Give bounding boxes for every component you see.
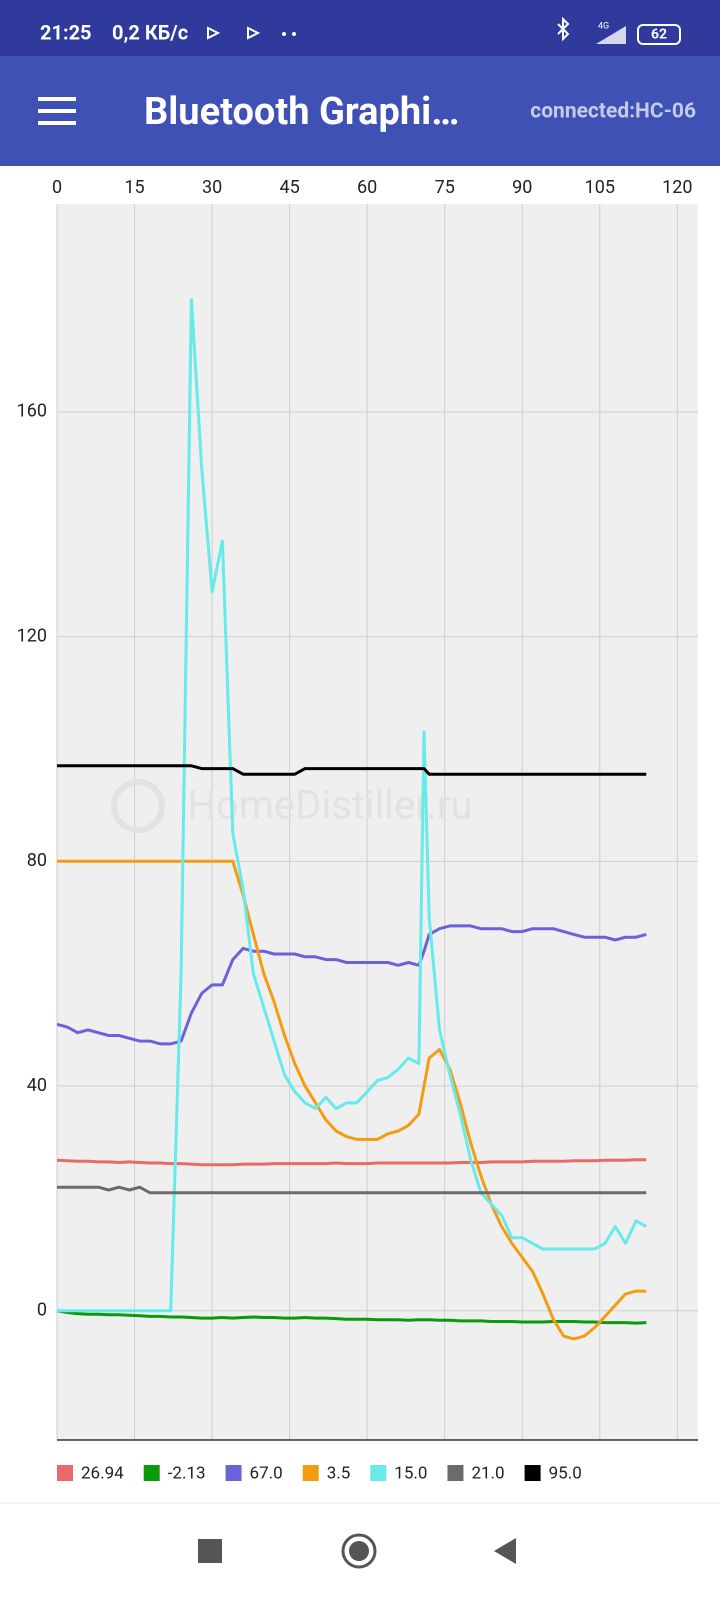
series-line	[56, 1309, 647, 1325]
x-tick-label: 105	[585, 177, 615, 198]
bluetooth-icon	[557, 16, 570, 42]
legend-label: 26.94	[81, 1463, 124, 1483]
legend-swatch	[225, 1465, 242, 1481]
legend-swatch	[143, 1465, 160, 1481]
status-time: 21:25	[40, 20, 92, 44]
status-speed: 0,2 КБ/с	[112, 20, 188, 44]
legend-swatch	[302, 1465, 319, 1481]
series-line	[56, 924, 647, 1046]
battery-icon	[637, 24, 681, 45]
signal-icon	[596, 26, 626, 44]
y-tick-label: 120	[17, 625, 47, 646]
series-line	[57, 764, 647, 776]
x-tick-label: 15	[124, 177, 144, 198]
y-tick-label: 80	[27, 850, 47, 871]
x-tick-label: 60	[357, 177, 377, 198]
status-bar	[0, 0, 720, 56]
series-line	[57, 298, 648, 1313]
connection-status[interactable]: connected:HC-06	[530, 100, 696, 124]
legend-label: -2.13	[168, 1463, 206, 1483]
legend-swatch	[447, 1465, 464, 1481]
legend-label: 15.0	[394, 1463, 427, 1483]
legend-swatch	[57, 1465, 73, 1481]
x-tick-label: 0	[52, 177, 62, 198]
x-tick-label: 30	[202, 177, 222, 198]
watermark-logo	[111, 779, 165, 833]
x-tick-label: 45	[280, 177, 300, 198]
series-line	[57, 859, 647, 1341]
menu-button[interactable]	[38, 97, 76, 125]
x-tick-label: 75	[435, 177, 455, 198]
legend-label: 3.5	[327, 1463, 351, 1483]
y-tick-label: 0	[37, 1300, 47, 1321]
status-icons	[207, 26, 261, 40]
x-tick-label: 90	[512, 177, 532, 198]
legend-label: 21.0	[471, 1463, 504, 1483]
y-tick-label: 160	[17, 401, 47, 422]
x-tick-label: 120	[662, 177, 692, 198]
legend-swatch	[524, 1465, 541, 1481]
legend-swatch	[370, 1465, 387, 1481]
plot-area	[57, 204, 698, 1440]
nav-back[interactable]	[494, 1538, 516, 1564]
nav-home[interactable]	[341, 1533, 377, 1569]
series-line	[57, 1185, 647, 1195]
legend-label: 95.0	[549, 1463, 582, 1483]
status-dot	[292, 32, 296, 36]
battery-level: 62	[651, 27, 667, 43]
network-type: 4G	[598, 21, 609, 31]
status-dot	[282, 32, 286, 36]
series-line	[56, 1158, 647, 1167]
nav-recents[interactable]	[198, 1539, 222, 1563]
app-bar	[0, 56, 720, 166]
app-title: Bluetooth Graphi…	[144, 90, 459, 134]
y-tick-label: 40	[27, 1075, 47, 1096]
legend-label: 67.0	[250, 1463, 283, 1483]
